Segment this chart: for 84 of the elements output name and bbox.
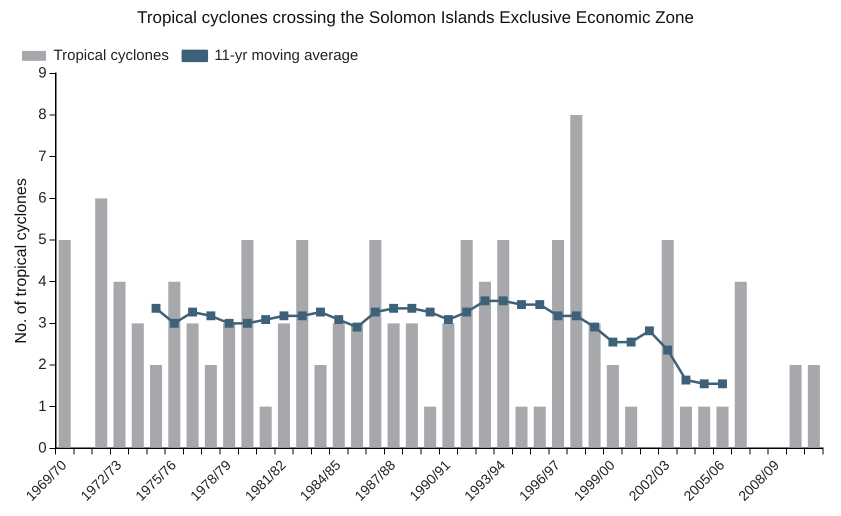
bar: [442, 323, 454, 448]
bar: [606, 365, 619, 448]
bar: [588, 323, 601, 448]
point: [626, 338, 636, 347]
point: [224, 318, 234, 328]
y-axis-title: No. of tropical cyclones: [13, 178, 30, 344]
bar: [113, 282, 126, 448]
bar: [186, 323, 199, 448]
bar: [534, 406, 546, 448]
point: [316, 308, 325, 317]
bar: [168, 282, 180, 448]
bar: [278, 323, 290, 448]
point: [242, 318, 252, 328]
point: [280, 311, 288, 320]
point: [480, 296, 490, 306]
bar: [515, 406, 528, 448]
y-tick-label: 1: [38, 398, 47, 415]
bar: [332, 323, 345, 448]
y-tick-label: 8: [38, 106, 47, 124]
y-tick-label: 6: [38, 190, 47, 207]
point: [682, 376, 690, 384]
bar: [406, 323, 418, 448]
point: [206, 311, 216, 320]
bar: [296, 240, 308, 448]
point: [426, 308, 435, 317]
bar: [95, 198, 108, 448]
point: [370, 308, 380, 317]
point: [352, 322, 362, 332]
point: [572, 311, 581, 320]
bar: [132, 323, 144, 448]
bar: [552, 240, 564, 448]
bar: [698, 406, 710, 448]
bar: [58, 240, 71, 448]
legend-label: 11-yr moving average: [214, 47, 358, 64]
point: [517, 300, 526, 310]
bar: [369, 240, 382, 448]
point: [644, 326, 654, 336]
bar: [662, 240, 674, 448]
bar: [716, 406, 729, 448]
point: [407, 304, 416, 313]
bar: [625, 406, 638, 448]
point: [462, 308, 472, 317]
bar: [424, 406, 436, 448]
legend-label: Tropical cyclones: [54, 47, 169, 64]
point: [170, 318, 179, 328]
point: [590, 322, 600, 332]
bar: [223, 323, 236, 448]
bar: [478, 282, 491, 448]
point: [718, 379, 727, 388]
point: [444, 315, 453, 324]
y-tick-label: 2: [38, 356, 47, 374]
bar: [388, 323, 400, 448]
bar: [680, 406, 692, 448]
y-tick-label: 4: [38, 272, 47, 290]
point: [535, 300, 544, 310]
point: [298, 311, 307, 320]
bar: [150, 365, 162, 448]
point: [152, 304, 160, 313]
bar: [241, 240, 254, 448]
bar: [351, 323, 364, 448]
bar: [204, 365, 217, 448]
y-tick-label: 5: [38, 231, 47, 248]
bar: [734, 282, 747, 448]
bar: [260, 406, 272, 448]
point: [188, 308, 198, 317]
bar: [790, 365, 802, 448]
point: [261, 315, 270, 324]
bar: [314, 365, 327, 448]
chart-title: Tropical cyclones crossing the Solomon Islands Exclusive Economic Zone: [137, 8, 694, 27]
y-tick-label: 7: [38, 148, 47, 165]
y-tick-label: 0: [38, 439, 47, 456]
point: [498, 296, 508, 306]
point: [663, 346, 672, 354]
y-tick-label: 9: [38, 64, 47, 82]
bar: [497, 240, 510, 448]
y-tick-label: 3: [38, 314, 47, 332]
point: [334, 315, 344, 324]
point: [389, 304, 398, 313]
point: [608, 338, 618, 347]
point: [700, 379, 709, 388]
point: [554, 311, 562, 320]
bar: [808, 365, 820, 448]
bar: [570, 115, 582, 448]
bar: [460, 240, 473, 448]
